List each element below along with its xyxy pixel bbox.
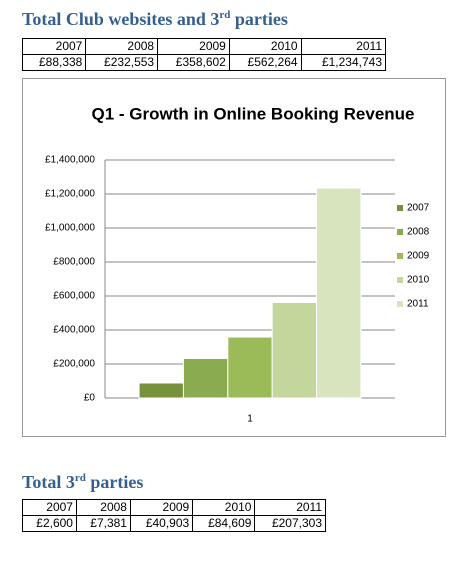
x-tick-label: 1 — [247, 414, 253, 425]
legend-label: 2008 — [407, 227, 430, 238]
legend-label: 2007 — [407, 203, 430, 214]
heading: Total 3rd parties — [22, 472, 143, 493]
legend-label: 2011 — [407, 299, 429, 310]
table-cell: 2007 — [22, 499, 77, 516]
y-tick-label: £200,000 — [53, 359, 95, 370]
table-cell: 2008 — [85, 38, 159, 55]
table-cell: £7,381 — [75, 515, 131, 532]
heading-sup: rd — [74, 472, 86, 484]
legend-label: 2010 — [407, 275, 430, 286]
table-cell: £232,553 — [85, 54, 159, 71]
y-tick-label: £1,200,000 — [45, 189, 95, 200]
legend-swatch — [397, 253, 403, 259]
bar — [271, 301, 318, 399]
table: 2007 2008 2009 2010 2011 £88,338 £232,553 £358,… — [21, 38, 387, 71]
table-row: £2,600 £7,381 £40,903 £84,609 £207,303 — [22, 515, 326, 532]
heading-text: parties — [230, 9, 288, 29]
table-row: £88,338 £232,553 £358,602 £562,264 £1,234,74… — [21, 54, 387, 71]
table-cell: 2009 — [129, 499, 194, 516]
table: 2007 2008 2009 2010 2011 £2,600 £7,381 £40,903 £… — [22, 499, 326, 532]
heading-text: Total Club websites and 3 — [22, 9, 220, 29]
table-cell: £2,600 — [22, 515, 77, 532]
y-tick-label: £0 — [84, 393, 96, 404]
bar — [227, 336, 273, 399]
chart-title: Q1 - Growth in Online Booking Revenue — [91, 104, 414, 123]
legend-swatch — [397, 205, 403, 211]
legend-label: 2009 — [407, 251, 430, 262]
heading-text: Total 3 — [22, 472, 75, 492]
bar — [138, 382, 184, 399]
y-tick-label: £800,000 — [53, 257, 95, 268]
table-cell: £562,264 — [228, 54, 302, 71]
heading: Total Club websites and 3rd parties — [22, 9, 288, 30]
legend-swatch — [397, 301, 403, 307]
table-cell: £40,903 — [129, 515, 194, 532]
table-cell: 2011 — [254, 499, 326, 516]
bar — [316, 187, 362, 399]
table-cell: 2010 — [192, 499, 256, 516]
heading-sup: rd — [219, 9, 231, 21]
y-tick-label: £1,000,000 — [45, 223, 95, 234]
table-cell: £207,303 — [254, 515, 326, 532]
y-tick-label: £1,400,000 — [45, 155, 95, 166]
legend-swatch — [397, 277, 403, 283]
table-cell: £84,609 — [192, 515, 256, 532]
table-cell: £358,602 — [157, 54, 230, 71]
table-cell: 2008 — [75, 499, 131, 516]
heading-text: parties — [85, 472, 144, 492]
y-tick-label: £600,000 — [53, 291, 95, 302]
table-cell: £88,338 — [21, 54, 87, 71]
y-tick-label: £400,000 — [53, 325, 95, 336]
table-cell: £1,234,743 — [300, 54, 387, 71]
legend-swatch — [397, 229, 403, 235]
bar — [182, 357, 229, 399]
table-row: 2007 2008 2009 2010 2011 — [22, 499, 326, 516]
